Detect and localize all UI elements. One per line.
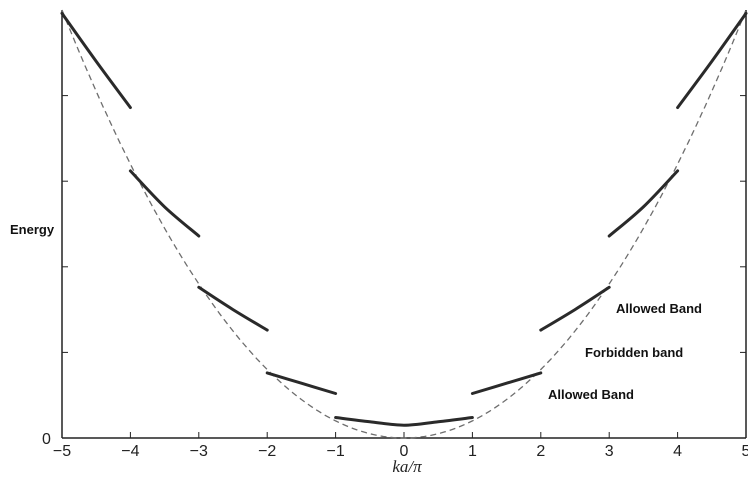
x-tick-label: 2 <box>536 443 545 460</box>
energy-band-segment-1 <box>265 371 338 395</box>
x-tick-label: −1 <box>326 443 344 460</box>
energy-band-segment-4 <box>539 285 611 332</box>
energy-band-segment-7 <box>60 11 132 110</box>
energy-band-segment-3 <box>197 285 269 332</box>
x-tick-label: −3 <box>190 443 208 460</box>
energy-band-segment-0 <box>334 416 474 427</box>
free-electron-parabola <box>61 9 747 439</box>
y-ticks <box>62 95 746 353</box>
annotation-allowed-band-lower: Allowed Band <box>548 387 634 402</box>
x-axis-label: ka/π <box>392 457 422 476</box>
energy-band-segment-6 <box>607 169 680 238</box>
x-tick-label: 4 <box>673 443 682 460</box>
axes-frame <box>61 10 747 439</box>
energy-band-segment-2 <box>470 371 543 395</box>
energy-band-segment-5 <box>128 169 201 238</box>
y-axis-label: Energy <box>10 222 55 237</box>
x-tick-label: −2 <box>258 443 276 460</box>
y-tick-label-0: 0 <box>42 431 51 448</box>
annotation-forbidden-band: Forbidden band <box>585 345 683 360</box>
x-tick-label: 1 <box>468 443 477 460</box>
x-tick-label: 5 <box>742 443 748 460</box>
annotation-allowed-band-upper: Allowed Band <box>616 301 702 316</box>
x-tick-label: −4 <box>121 443 139 460</box>
energy-band-segment-8 <box>676 11 748 110</box>
x-tick-label: −5 <box>53 443 71 460</box>
x-tick-label: 0 <box>400 443 409 460</box>
curves <box>60 9 748 439</box>
x-ticks: −5 −4 −3 −2 −1 0 1 2 3 4 5 <box>53 432 748 460</box>
x-tick-label: 3 <box>605 443 614 460</box>
